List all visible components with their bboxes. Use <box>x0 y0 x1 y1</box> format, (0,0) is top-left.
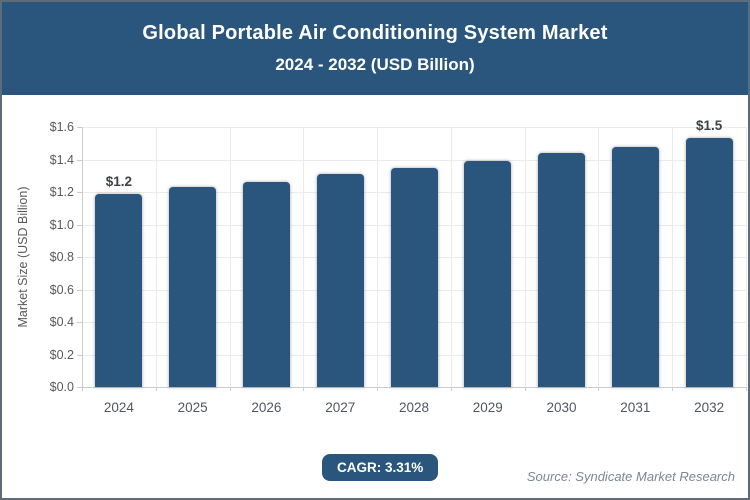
bar-value-label: $1.5 <box>695 118 723 134</box>
x-axis-tickmark <box>303 387 305 391</box>
bar-2026 <box>242 182 290 387</box>
gridline-vertical <box>672 127 674 387</box>
x-axis-tickmark <box>155 387 157 391</box>
x-axis-category-label: 2025 <box>177 400 208 415</box>
x-axis-tickmark <box>82 387 83 391</box>
bar-2030 <box>538 153 586 387</box>
bar-2029 <box>464 161 512 387</box>
y-axis-tickmark <box>77 387 82 388</box>
y-axis-tickmark <box>77 127 82 128</box>
y-axis-tickmark <box>77 289 82 291</box>
y-axis-tickmark <box>77 224 82 226</box>
x-axis-category-label: 2029 <box>472 400 503 415</box>
gridline-vertical <box>746 127 747 387</box>
y-axis-tick-label: $0.6 <box>49 282 74 297</box>
gridline-vertical <box>229 127 231 387</box>
x-axis-tickmark <box>229 387 231 391</box>
chart-title-line2: 2024 - 2032 (USD Billion) <box>275 55 475 74</box>
chart-header: Global Portable Air Conditioning System … <box>2 2 748 95</box>
chart-title-line1: Global Portable Air Conditioning System … <box>142 22 608 44</box>
x-axis-category-label: 2027 <box>325 400 356 415</box>
x-axis-tickmark <box>598 387 600 391</box>
bar-2028 <box>390 167 438 387</box>
y-axis-tick-label: $1.6 <box>49 120 74 134</box>
y-axis-tick-label: $1.2 <box>49 185 74 199</box>
source-attribution: Source: Syndicate Market Research <box>526 469 735 484</box>
y-axis-tick-label: $1.0 <box>49 217 74 232</box>
bar-2031 <box>611 146 659 387</box>
gridline-horizontal <box>82 127 746 128</box>
bar-2027 <box>316 174 364 387</box>
x-axis-tickmark <box>377 387 379 391</box>
x-axis-category-label: 2031 <box>620 400 651 415</box>
gridline-horizontal <box>82 159 746 161</box>
y-axis-tick-label: $0.2 <box>49 347 74 362</box>
y-axis-tick-label: $0.8 <box>49 250 74 264</box>
bar-value-label: $1.2 <box>105 173 133 189</box>
x-axis-category-label: 2028 <box>398 400 430 415</box>
bar-2025 <box>169 187 217 387</box>
x-axis-tickmark <box>672 387 674 391</box>
x-axis-category-label: 2030 <box>546 400 577 415</box>
x-axis-tickmark <box>524 387 526 391</box>
gridline-vertical <box>155 127 157 387</box>
x-axis-tickmark <box>746 387 747 391</box>
gridline-vertical <box>377 127 379 387</box>
y-axis-line <box>82 127 83 387</box>
y-axis-tickmark <box>77 192 82 193</box>
gridline-vertical <box>450 127 452 387</box>
x-axis-line <box>82 387 746 388</box>
gridline-vertical <box>524 127 526 387</box>
y-axis-tickmark <box>77 354 82 356</box>
cagr-badge: CAGR: 3.31% <box>322 454 439 481</box>
y-axis-tickmark <box>77 159 82 161</box>
x-axis-tickmark <box>450 387 452 391</box>
y-axis-tick-label: $0.4 <box>49 315 74 329</box>
bar-2032 <box>685 138 733 387</box>
y-axis-tickmark <box>77 257 82 258</box>
gridline-vertical <box>303 127 305 387</box>
bar-2024 <box>95 193 143 387</box>
y-axis-tick-label: $1.4 <box>49 152 74 167</box>
x-axis-category-label: 2032 <box>694 400 725 415</box>
y-axis-tick-label: $0.0 <box>49 380 74 394</box>
gridline-vertical <box>598 127 600 387</box>
x-axis-category-label: 2024 <box>103 400 134 415</box>
y-axis-tickmark <box>77 322 82 323</box>
x-axis-category-label: 2026 <box>251 400 282 415</box>
